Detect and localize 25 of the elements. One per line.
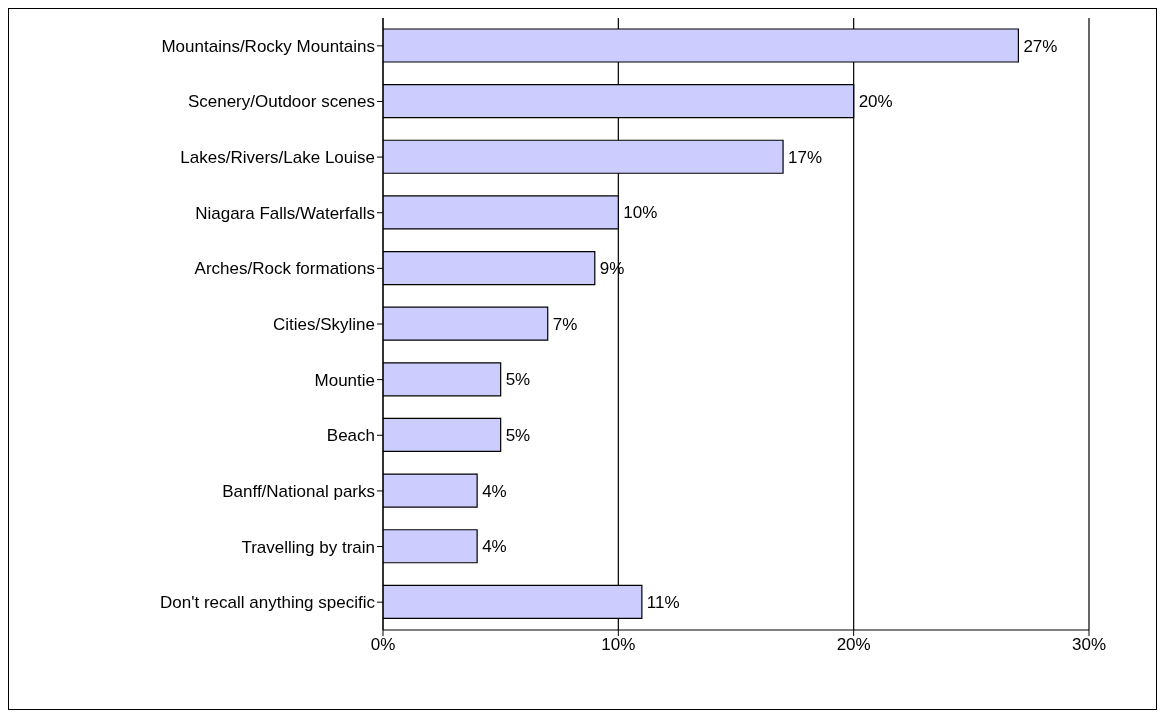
data-label: 7%	[552, 314, 578, 334]
x-tick-label: 30%	[1071, 635, 1107, 655]
data-label: 10%	[623, 203, 658, 223]
x-tick-label: 0%	[370, 635, 396, 655]
y-tick-label: Scenery/Outdoor scenes	[187, 92, 375, 112]
data-label: 27%	[1023, 36, 1058, 56]
y-tick-label: Mountie	[314, 370, 375, 390]
data-label: 4%	[482, 537, 507, 557]
y-tick-label: Don't recall anything specific	[160, 593, 376, 613]
x-tick-label: 20%	[836, 635, 871, 655]
y-tick-label: Lakes/Rivers/Lake Louise	[180, 148, 375, 168]
data-label: 11%	[646, 592, 680, 612]
y-tick-label: Beach	[326, 426, 375, 446]
data-label: 5%	[505, 370, 531, 390]
x-tick-label: 10%	[601, 635, 636, 655]
y-tick-label: Travelling by train	[241, 537, 375, 557]
data-label: 17%	[788, 147, 823, 167]
y-tick-label: Niagara Falls/Waterfalls	[195, 203, 375, 223]
y-tick-label: Cities/Skyline	[272, 315, 375, 335]
y-tick-label: Mountains/Rocky Mountains	[161, 36, 375, 56]
data-label: 20%	[858, 92, 893, 112]
data-label: 5%	[505, 425, 531, 445]
y-tick-label: Banff/National parks	[222, 481, 375, 501]
data-label: 4%	[482, 481, 507, 501]
y-tick-label: Arches/Rock formations	[194, 259, 375, 279]
